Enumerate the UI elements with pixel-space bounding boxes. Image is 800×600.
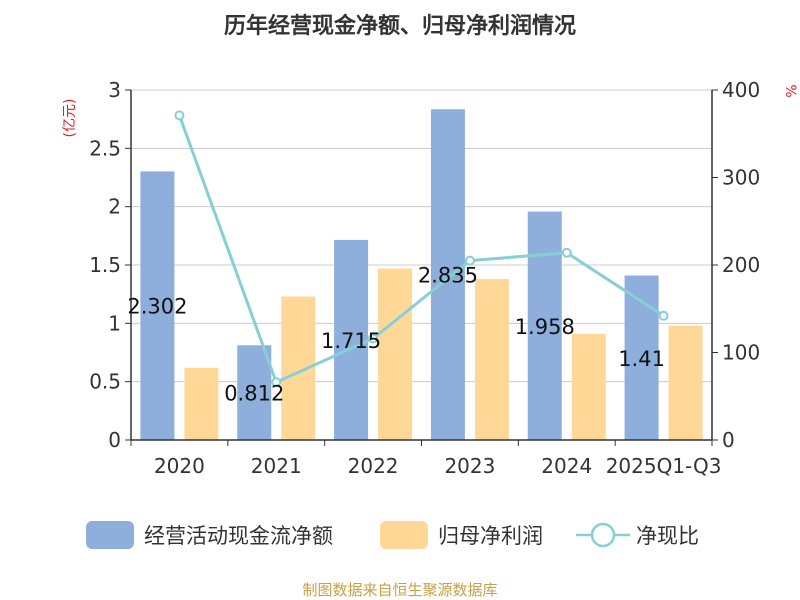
right-axis-tick-label: 400 xyxy=(722,78,760,102)
bar xyxy=(140,171,175,440)
ratio-line xyxy=(174,110,669,388)
x-axis-tick-label: 2023 xyxy=(444,454,495,478)
ratio-point xyxy=(368,333,379,344)
left-axis-tick-label: 0.5 xyxy=(89,370,121,394)
bar-value-label: 2.835 xyxy=(418,264,478,288)
legend-label: 净现比 xyxy=(636,524,699,548)
left-axis-unit: (亿元) xyxy=(62,99,78,138)
legend-label: 归母净利润 xyxy=(438,524,543,548)
bar-value-label: 1.958 xyxy=(515,315,575,339)
bar xyxy=(474,279,509,440)
left-axis-tick-label: 0 xyxy=(108,428,121,452)
legend-label: 经营活动现金流净额 xyxy=(144,524,333,548)
bar-value-label: 0.812 xyxy=(224,382,284,406)
bar xyxy=(334,239,369,440)
ratio-line-path xyxy=(178,114,665,385)
left-axis-tick-label: 3 xyxy=(108,78,121,102)
legend-swatch-marker xyxy=(590,522,616,548)
right-axis-tick-label: 200 xyxy=(722,253,760,277)
left-axis-tick-label: 2.5 xyxy=(89,136,121,160)
bars xyxy=(140,109,703,440)
right-axis-unit: % xyxy=(782,84,798,97)
left-axis-tick-label: 1.5 xyxy=(89,253,121,277)
bar xyxy=(527,211,562,440)
bar xyxy=(378,268,413,440)
bar xyxy=(668,325,703,440)
x-axis-tick-label: 2022 xyxy=(348,454,399,478)
data-labels: 2.302 0.812 1.715 2.835 1.958 1.41 xyxy=(127,264,665,406)
chart-title: 历年经营现金净额、归母净利润情况 xyxy=(224,13,576,39)
left-axis-tick-label: 1 xyxy=(108,311,121,335)
bar-value-label: 2.302 xyxy=(127,295,187,319)
x-axis-tick-label: 2020 xyxy=(154,454,205,478)
left-axis-tick-label: 2 xyxy=(108,195,121,219)
ratio-point xyxy=(464,255,475,266)
gridlines xyxy=(131,89,712,383)
bar xyxy=(571,333,606,440)
legend: 经营活动现金流净额 归母净利润 净现比 xyxy=(86,521,699,549)
right-axis-tick-label: 100 xyxy=(722,341,760,365)
bar xyxy=(184,367,219,440)
x-axis-tick-label: 2021 xyxy=(251,454,302,478)
bar xyxy=(430,109,465,440)
legend-swatch xyxy=(86,521,134,549)
axes: 0 0.5 1 1.5 2 2.5 3 0 100 200 300 400 2020 2021 2022 20… xyxy=(89,78,760,478)
ratio-point xyxy=(658,310,669,321)
right-axis-tick-label: 300 xyxy=(722,166,760,190)
bar-value-label: 1.715 xyxy=(321,329,381,353)
x-axis-tick-label: 2024 xyxy=(541,454,592,478)
x-axis-tick-label: 2025Q1-Q3 xyxy=(606,454,722,478)
legend-swatch xyxy=(380,521,428,549)
right-axis-tick-label: 0 xyxy=(722,428,735,452)
source-note: 制图数据来自恒生聚源数据库 xyxy=(302,581,497,599)
bar-value-label: 1.41 xyxy=(618,347,665,371)
ratio-point xyxy=(174,110,185,121)
bar xyxy=(237,345,272,440)
ratio-point xyxy=(271,377,282,388)
ratio-point xyxy=(561,247,572,258)
